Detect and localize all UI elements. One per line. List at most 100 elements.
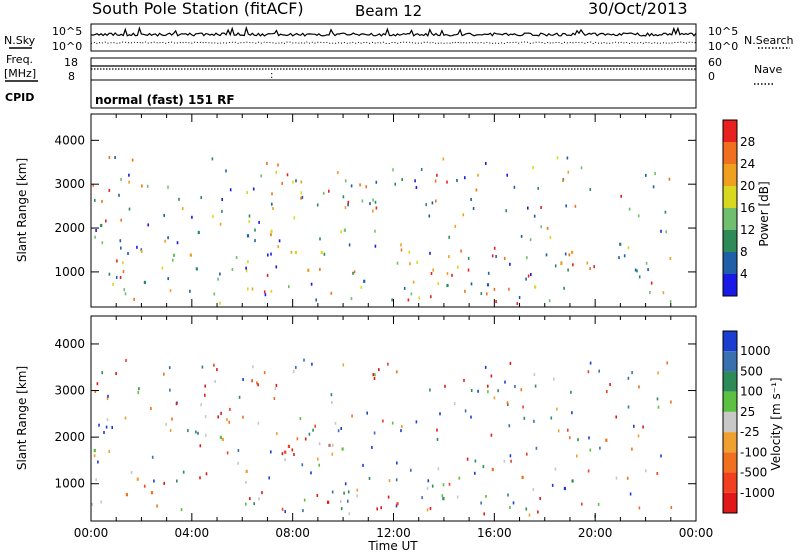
data-cell	[664, 210, 667, 214]
data-cell	[176, 479, 178, 483]
data-cell	[649, 291, 651, 294]
velocity-panel: 1000 2000 3000 4000	[54, 315, 697, 522]
data-cell	[464, 176, 466, 180]
data-cell	[505, 209, 507, 213]
power-ylabel: Slant Range [km]	[15, 158, 29, 262]
data-cell	[221, 198, 223, 201]
data-cell	[597, 502, 600, 506]
data-cell	[467, 268, 470, 272]
data-cell	[141, 184, 143, 188]
data-cell	[372, 373, 375, 377]
data-cell	[245, 502, 247, 506]
data-cell	[112, 283, 114, 286]
colorbar-tick-label: -1000	[740, 486, 775, 500]
data-cell	[108, 188, 111, 192]
data-cell	[295, 365, 297, 369]
data-cell	[416, 260, 418, 264]
data-cell	[523, 416, 526, 420]
data-cell	[568, 253, 571, 257]
data-cell	[615, 476, 618, 480]
data-cell	[491, 254, 494, 258]
data-cell	[627, 246, 630, 250]
data-cell	[520, 388, 523, 392]
data-cell	[268, 476, 270, 480]
data-cell	[301, 463, 304, 467]
data-cell	[270, 450, 272, 454]
data-cell	[571, 479, 574, 483]
data-cell	[105, 425, 108, 429]
data-cell	[442, 497, 445, 501]
data-cell	[103, 431, 105, 434]
data-cell	[448, 255, 450, 259]
data-cell	[444, 384, 446, 388]
data-cell	[366, 411, 368, 415]
noise-tick-low-left: 10^0	[52, 40, 82, 53]
data-cell	[657, 371, 659, 375]
velocity-colorbar-label: Velocity [m s⁻¹]	[769, 377, 783, 470]
data-cell	[598, 369, 600, 373]
data-cell	[650, 281, 653, 285]
data-cell	[427, 479, 430, 483]
data-cell	[128, 180, 130, 184]
data-cell	[525, 507, 528, 511]
colorbar-frame	[722, 330, 738, 514]
data-cell	[464, 409, 467, 413]
data-cell	[301, 195, 304, 199]
data-cell	[493, 246, 496, 250]
data-cell	[237, 461, 239, 465]
data-cell	[490, 374, 493, 378]
data-cell	[318, 463, 320, 467]
data-cell	[293, 453, 295, 456]
data-cell	[339, 500, 342, 503]
data-cell	[172, 253, 176, 257]
data-cell	[551, 483, 554, 487]
data-cell	[374, 229, 376, 233]
x-tick-label: 00:00	[74, 526, 109, 540]
data-cell	[509, 454, 512, 458]
data-cell	[526, 256, 528, 260]
data-cell	[101, 241, 104, 245]
data-cell	[446, 180, 448, 184]
data-cell	[165, 422, 167, 426]
data-cell	[409, 262, 411, 266]
data-cell	[520, 234, 523, 238]
data-cell	[316, 203, 319, 207]
power-data-layer	[92, 156, 672, 306]
data-cell	[652, 185, 655, 189]
velocity-ylabel: Slant Range [km]	[15, 366, 29, 470]
data-cell	[287, 444, 290, 448]
velocity-axes: 1000 2000 3000 4000	[54, 316, 697, 521]
data-cell	[275, 170, 277, 174]
nsearch-label: N.Search	[744, 34, 794, 47]
data-cell	[669, 300, 672, 304]
data-cell	[195, 430, 197, 434]
data-cell	[143, 280, 146, 284]
power-panel: 1000 2000 3000 4000	[54, 113, 697, 308]
data-cell	[214, 380, 216, 383]
data-cell	[216, 368, 218, 372]
data-cell	[477, 173, 479, 177]
data-cell	[401, 425, 403, 428]
data-cell	[197, 230, 200, 235]
data-cell	[340, 427, 342, 430]
data-cell	[296, 437, 299, 441]
data-cell	[292, 180, 294, 184]
data-cell	[291, 448, 294, 452]
velocity-plot-frame	[91, 316, 696, 521]
data-cell	[337, 429, 340, 433]
colorbar-tick-label: 100	[740, 385, 763, 399]
data-cell	[382, 419, 384, 423]
data-cell	[246, 234, 250, 238]
data-cell	[342, 363, 345, 367]
data-cell	[167, 185, 169, 189]
data-cell	[308, 432, 311, 436]
colorbar-swatch	[723, 274, 737, 296]
data-cell	[138, 387, 140, 391]
data-cell	[662, 291, 665, 295]
data-cell	[356, 488, 359, 492]
data-cell	[270, 252, 272, 256]
data-cell	[220, 411, 222, 415]
y-tick-label: 2000	[54, 430, 85, 444]
colorbar-swatch	[723, 391, 737, 412]
data-cell	[645, 469, 647, 473]
